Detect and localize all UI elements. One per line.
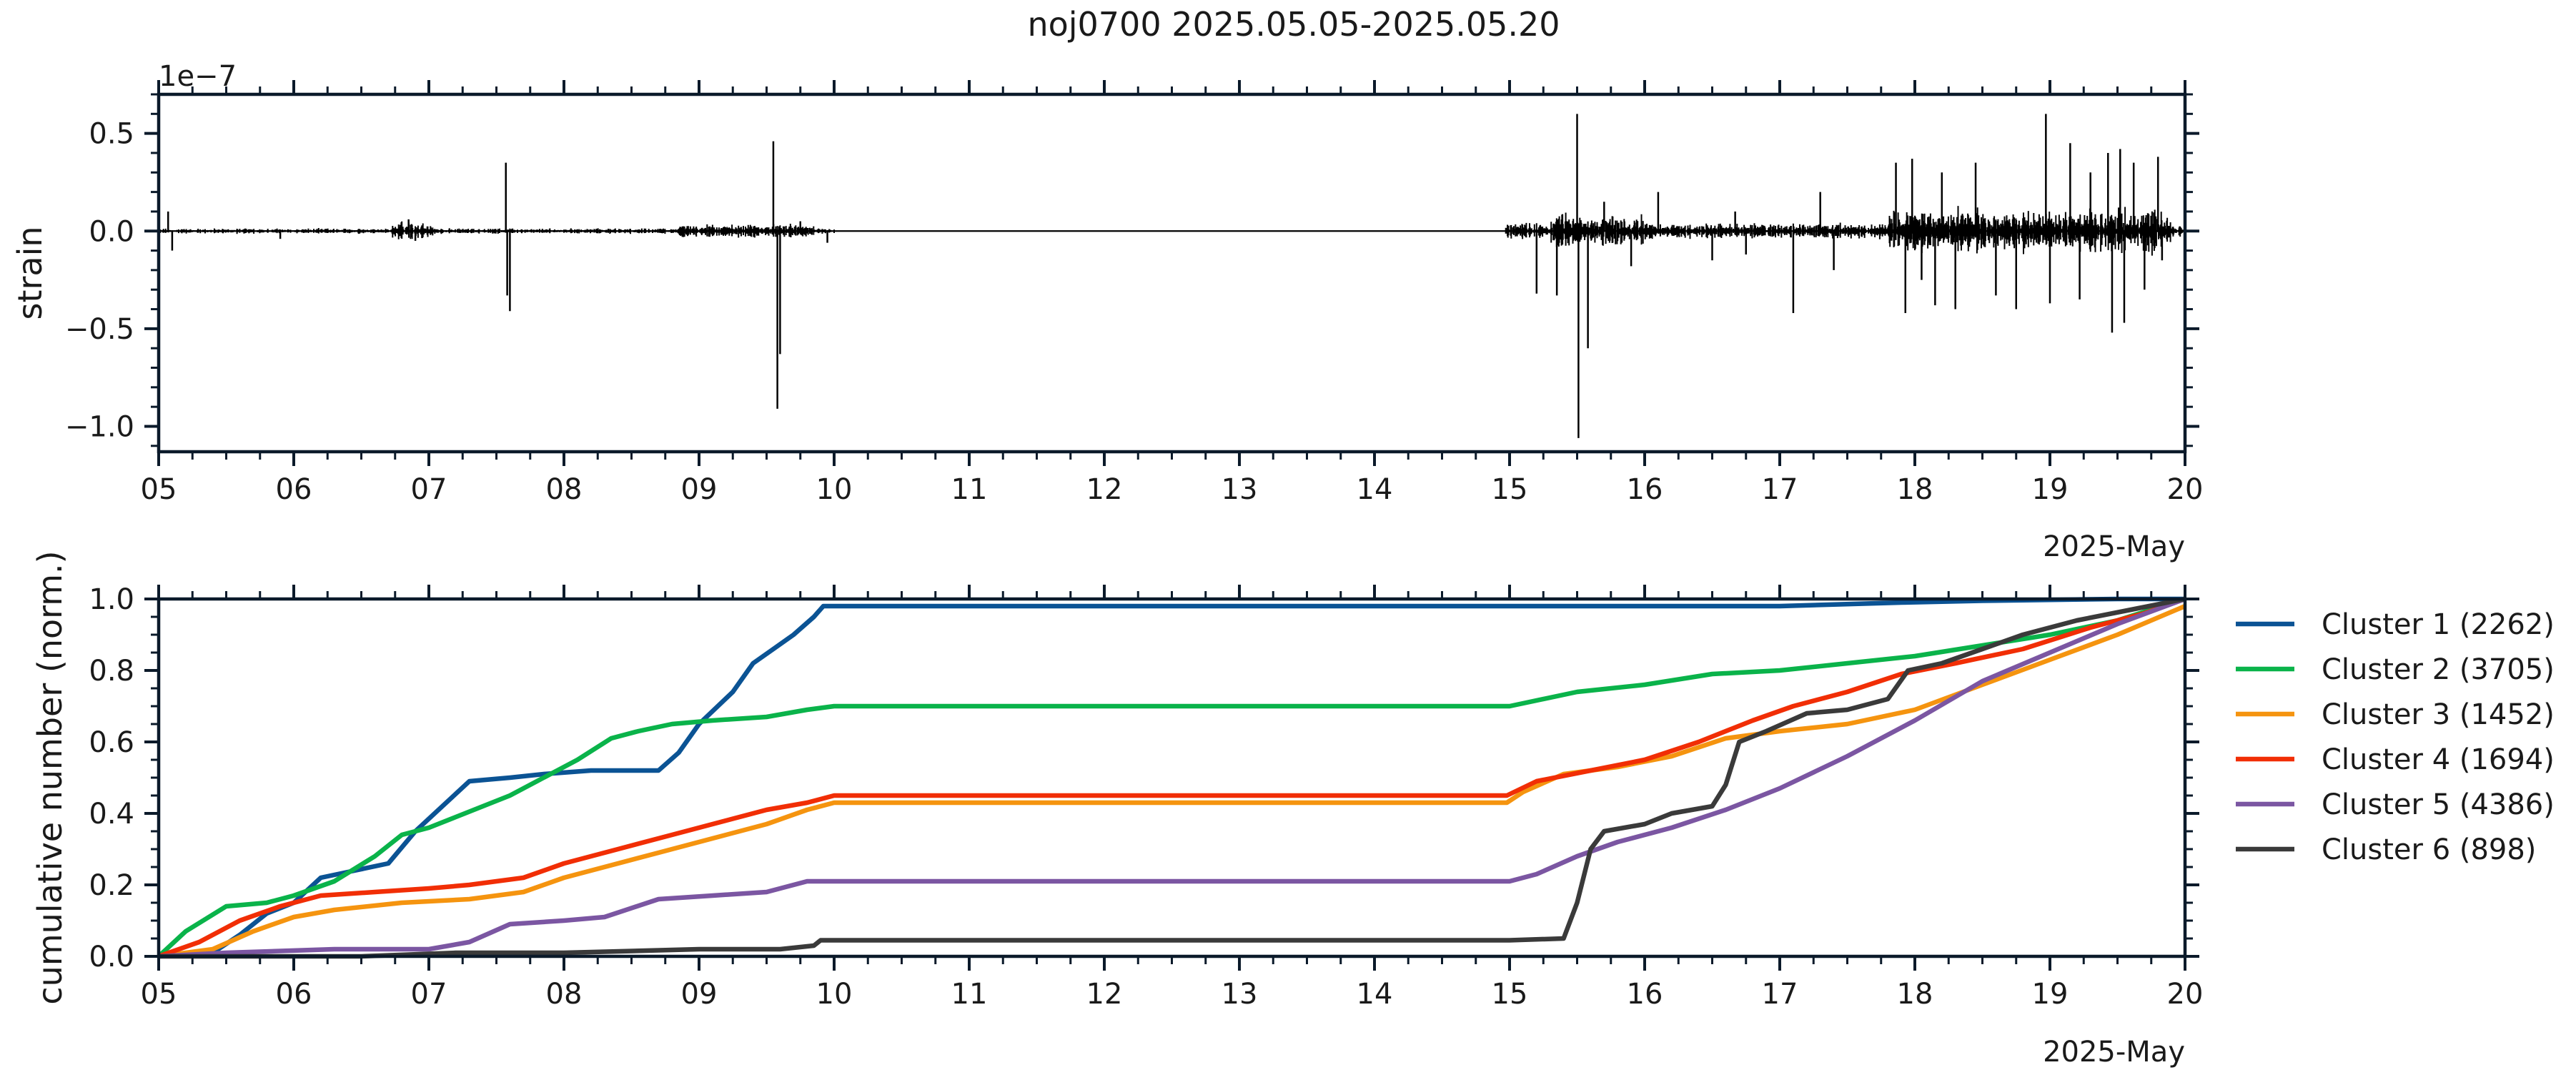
- cumulative-x-tick-label: 18: [1897, 978, 1933, 1011]
- figure-title: noj0700 2025.05.05-2025.05.20: [1027, 5, 1560, 44]
- strain-x-tick-label: 20: [2167, 473, 2204, 506]
- legend: Cluster 1 (2262) Cluster 2 (3705) Cluster …: [2236, 608, 2555, 866]
- strain-panel: 05 06 07 08 09 10 11 12 13 14 15 16 17 18 19 20 −1.0 −0.5…: [11, 60, 2203, 563]
- cumulative-y-tick-label: 0.2: [89, 869, 134, 902]
- legend-label-cluster-5: Cluster 5 (4386): [2322, 788, 2555, 821]
- cumulative-x-tick-label: 05: [141, 978, 177, 1011]
- cumulative-y-tick-label: 1.0: [89, 583, 134, 616]
- strain-x-tick-label: 17: [1762, 473, 1798, 506]
- legend-label-cluster-1: Cluster 1 (2262): [2322, 608, 2555, 641]
- cumulative-y-tick-label: 0.0: [89, 941, 134, 974]
- strain-x-axis-label: 2025-May: [2043, 530, 2185, 563]
- strain-x-tick-label: 11: [951, 473, 988, 506]
- strain-x-tick-label: 19: [2032, 473, 2069, 506]
- cumulative-x-tick-label: 08: [546, 978, 583, 1011]
- cumulative-x-tick-label: 16: [1627, 978, 1663, 1011]
- strain-y-tick-label: −1.0: [65, 410, 134, 443]
- cumulative-x-tick-label: 11: [951, 978, 988, 1011]
- strain-x-tick-label: 14: [1357, 473, 1393, 506]
- legend-label-cluster-4: Cluster 4 (1694): [2322, 743, 2555, 776]
- strain-x-tick-label: 16: [1627, 473, 1663, 506]
- strain-y-tick-label: 0.0: [89, 215, 134, 248]
- strain-x-tick-label: 18: [1897, 473, 1933, 506]
- cumulative-x-tick-label: 06: [276, 978, 312, 1011]
- strain-x-tick-label: 13: [1222, 473, 1258, 506]
- cluster-3-line: [158, 604, 2186, 959]
- cluster-4-line: [157, 596, 2186, 959]
- legend-label-cluster-3: Cluster 3 (1452): [2322, 698, 2555, 731]
- cumulative-x-tick-label: 13: [1222, 978, 1258, 1011]
- strain-offset-text: 1e−7: [159, 60, 237, 93]
- cumulative-x-tick-label: 14: [1357, 978, 1393, 1011]
- strain-x-tick-label: 12: [1086, 473, 1123, 506]
- cumulative-x-tick-label: 12: [1086, 978, 1123, 1011]
- strain-y-tick-label: −0.5: [65, 313, 134, 346]
- cumulative-y-tick-label: 0.8: [89, 655, 134, 688]
- strain-x-tick-label: 09: [681, 473, 718, 506]
- strain-x-tick-label: 07: [411, 473, 447, 506]
- cumulative-x-tick-label: 17: [1762, 978, 1798, 1011]
- strain-x-tick-label: 15: [1492, 473, 1528, 506]
- legend-label-cluster-2: Cluster 2 (3705): [2322, 653, 2555, 686]
- cluster-1-line: [158, 596, 2185, 959]
- cumulative-panel: 05 06 07 08 09 10 11 12 13 14 15 16 17 18 19 20 0.0 0.2 0.…: [31, 550, 2203, 1069]
- cumulative-x-tick-label: 19: [2032, 978, 2069, 1011]
- cumulative-x-tick-label: 07: [411, 978, 447, 1011]
- strain-plot-frame: [157, 92, 2187, 454]
- cumulative-plot-frame: [157, 597, 2187, 958]
- cumulative-y-tick-label: 0.4: [89, 798, 134, 831]
- cluster-6-line: [159, 596, 2186, 959]
- cumulative-y-axis-label: cumulative number (norm.): [31, 550, 69, 1004]
- strain-y-tick-label: 0.5: [89, 118, 134, 151]
- cumulative-y-tick-label: 0.6: [89, 726, 134, 759]
- cumulative-x-tick-label: 09: [681, 978, 718, 1011]
- cumulative-x-axis-label: 2025-May: [2043, 1036, 2185, 1069]
- strain-series: [158, 114, 2185, 438]
- legend-label-cluster-6: Cluster 6 (898): [2322, 833, 2536, 866]
- strain-x-tick-label: 08: [546, 473, 583, 506]
- cumulative-series-group: [157, 596, 2186, 959]
- cumulative-x-tick-label: 20: [2167, 978, 2204, 1011]
- cluster-2-line: [157, 596, 2186, 958]
- strain-y-axis-label: strain: [11, 226, 49, 319]
- strain-x-tick-label: 06: [276, 473, 312, 506]
- cumulative-x-tick-label: 15: [1492, 978, 1528, 1011]
- strain-x-tick-label: 05: [141, 473, 177, 506]
- strain-x-tick-label: 10: [816, 473, 853, 506]
- cumulative-x-tick-label: 10: [816, 978, 853, 1011]
- cluster-5-line: [158, 596, 2186, 959]
